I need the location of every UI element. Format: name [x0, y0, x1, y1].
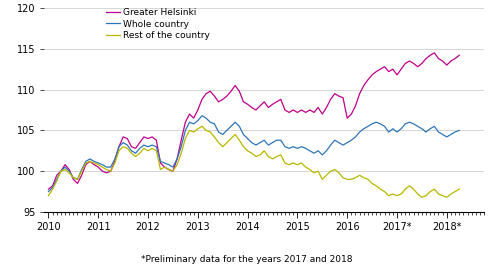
Rest of the country	[419, 196, 425, 199]
Greater Helsinki	[124, 137, 130, 140]
Rest of the country	[444, 196, 450, 199]
Line: Rest of the country: Rest of the country	[48, 126, 459, 197]
Whole country	[124, 143, 130, 147]
Rest of the country	[199, 125, 205, 128]
Greater Helsinki	[440, 59, 446, 63]
Rest of the country	[261, 149, 267, 152]
Rest of the country	[431, 188, 437, 191]
Whole country	[294, 147, 300, 150]
Rest of the country	[124, 147, 130, 150]
Greater Helsinki	[290, 108, 296, 112]
Rest of the country	[294, 163, 300, 166]
Whole country	[261, 139, 267, 142]
Whole country	[427, 127, 433, 130]
Rest of the country	[141, 147, 147, 150]
Whole country	[199, 114, 205, 117]
Rest of the country	[456, 188, 462, 191]
Greater Helsinki	[257, 104, 263, 108]
Greater Helsinki	[456, 54, 462, 57]
Whole country	[141, 143, 147, 147]
Greater Helsinki	[431, 51, 437, 54]
Whole country	[45, 190, 51, 193]
Line: Greater Helsinki: Greater Helsinki	[48, 53, 459, 189]
Legend: Greater Helsinki, Whole country, Rest of the country: Greater Helsinki, Whole country, Rest of…	[106, 8, 210, 40]
Whole country	[456, 129, 462, 132]
Line: Whole country: Whole country	[48, 116, 459, 192]
Greater Helsinki	[141, 135, 147, 139]
Whole country	[440, 133, 446, 136]
Greater Helsinki	[423, 57, 429, 60]
Rest of the country	[45, 194, 51, 197]
Greater Helsinki	[45, 188, 51, 191]
Text: *Preliminary data for the years 2017 and 2018: *Preliminary data for the years 2017 and…	[141, 255, 353, 264]
